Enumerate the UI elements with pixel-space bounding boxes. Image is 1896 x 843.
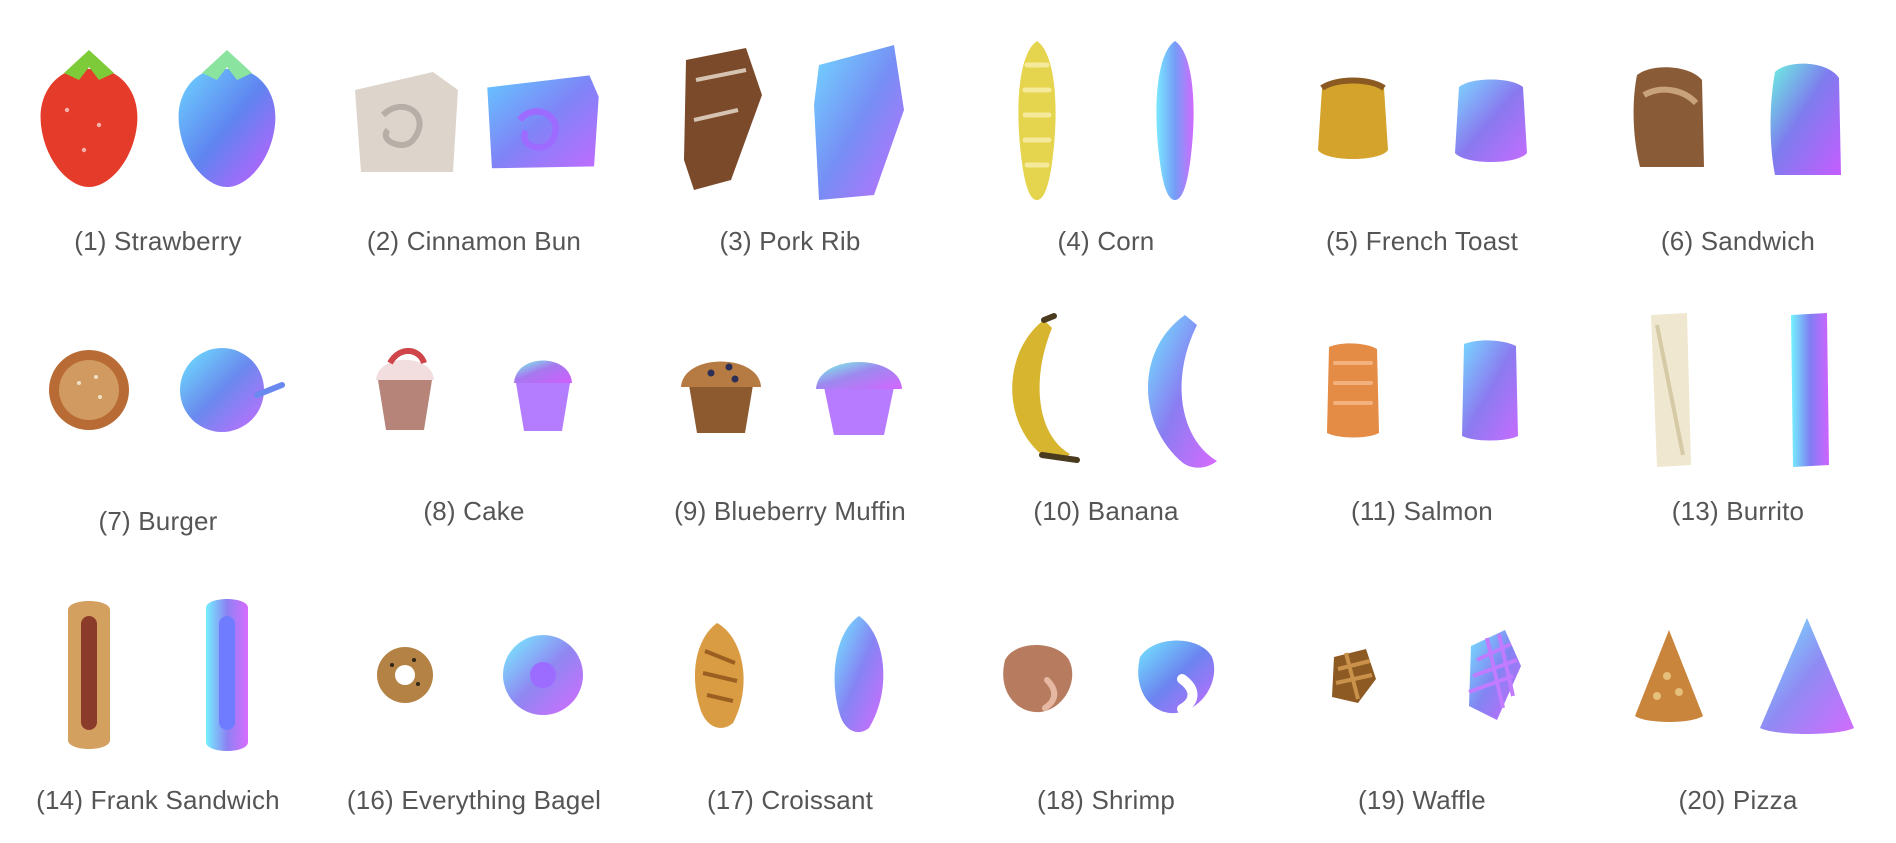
strawberry-photo-icon bbox=[24, 20, 154, 220]
image-pair bbox=[0, 20, 316, 220]
image-pair bbox=[1264, 575, 1580, 775]
food-cell-salmon: (11) Salmon bbox=[1264, 290, 1580, 526]
food-cell-burrito: (13) Burrito bbox=[1580, 290, 1896, 526]
image-pair bbox=[1264, 290, 1580, 490]
burger-photo-icon bbox=[24, 290, 154, 490]
frank-sandwich-photo-icon bbox=[24, 575, 154, 775]
caption: (20) Pizza bbox=[1678, 785, 1798, 815]
frank-sandwich-normal-map-icon bbox=[162, 575, 292, 775]
food-cell-blueberry-muffin: (9) Blueberry Muffin bbox=[632, 290, 948, 526]
food-cell-banana: (10) Banana bbox=[948, 290, 1264, 526]
blueberry-muffin-normal-map-icon bbox=[794, 290, 924, 490]
blueberry-muffin-photo-icon bbox=[656, 290, 786, 490]
food-cell-croissant: (17) Croissant bbox=[632, 575, 948, 815]
image-pair bbox=[948, 575, 1264, 775]
cake-normal-map-icon bbox=[478, 290, 608, 490]
caption: (10) Banana bbox=[1033, 496, 1179, 526]
burrito-photo-icon bbox=[1604, 290, 1734, 490]
image-pair bbox=[316, 575, 632, 775]
cinnamon-bun-normal-map-icon bbox=[478, 20, 608, 220]
everything-bagel-normal-map-icon bbox=[478, 575, 608, 775]
image-pair bbox=[1580, 20, 1896, 220]
croissant-normal-map-icon bbox=[794, 575, 924, 775]
banana-normal-map-icon bbox=[1110, 290, 1240, 490]
food-cell-shrimp: (18) Shrimp bbox=[948, 575, 1264, 815]
waffle-normal-map-icon bbox=[1426, 575, 1556, 775]
food-cell-pizza: (20) Pizza bbox=[1580, 575, 1896, 815]
caption: (13) Burrito bbox=[1671, 496, 1805, 526]
corn-photo-icon bbox=[972, 20, 1102, 220]
caption: (11) Salmon bbox=[1351, 496, 1493, 526]
pizza-normal-map-icon bbox=[1742, 575, 1872, 775]
image-pair bbox=[316, 290, 632, 490]
sandwich-normal-map-icon bbox=[1742, 20, 1872, 220]
burger-normal-map-icon bbox=[162, 290, 292, 490]
sandwich-photo-icon bbox=[1604, 20, 1734, 220]
caption: (3) Pork Rib bbox=[719, 226, 861, 256]
food-cell-waffle: (19) Waffle bbox=[1264, 575, 1580, 815]
pizza-photo-icon bbox=[1604, 575, 1734, 775]
image-pair bbox=[948, 20, 1264, 220]
image-pair bbox=[0, 575, 316, 775]
cinnamon-bun-photo-icon bbox=[340, 20, 470, 220]
caption: (16) Everything Bagel bbox=[346, 785, 602, 815]
strawberry-normal-map-icon bbox=[162, 20, 292, 220]
banana-photo-icon bbox=[972, 290, 1102, 490]
image-pair bbox=[632, 575, 948, 775]
food-cell-french-toast: (5) French Toast bbox=[1264, 20, 1580, 256]
food-cell-strawberry: (1) Strawberry bbox=[0, 20, 316, 256]
image-pair bbox=[1580, 575, 1896, 775]
image-pair bbox=[1580, 290, 1896, 490]
french-toast-normal-map-icon bbox=[1426, 20, 1556, 220]
food-cell-cake: (8) Cake bbox=[316, 290, 632, 526]
shrimp-photo-icon bbox=[972, 575, 1102, 775]
image-pair bbox=[632, 290, 948, 490]
cake-photo-icon bbox=[340, 290, 470, 490]
croissant-photo-icon bbox=[656, 575, 786, 775]
french-toast-photo-icon bbox=[1288, 20, 1418, 220]
caption: (5) French Toast bbox=[1325, 226, 1519, 256]
food-cell-pork-rib: (3) Pork Rib bbox=[632, 20, 948, 256]
caption: (6) Sandwich bbox=[1660, 226, 1816, 256]
food-cell-sandwich: (6) Sandwich bbox=[1580, 20, 1896, 256]
caption: (8) Cake bbox=[423, 496, 525, 526]
salmon-normal-map-icon bbox=[1426, 290, 1556, 490]
image-pair bbox=[1264, 20, 1580, 220]
food-cell-cinnamon-bun: (2) Cinnamon Bun bbox=[316, 20, 632, 256]
caption: (14) Frank Sandwich bbox=[36, 785, 280, 815]
caption: (1) Strawberry bbox=[74, 226, 242, 256]
caption: (9) Blueberry Muffin bbox=[674, 496, 906, 526]
image-pair bbox=[632, 20, 948, 220]
food-cell-corn: (4) Corn bbox=[948, 20, 1264, 256]
salmon-photo-icon bbox=[1288, 290, 1418, 490]
pork-rib-photo-icon bbox=[656, 20, 786, 220]
everything-bagel-photo-icon bbox=[340, 575, 470, 775]
caption: (2) Cinnamon Bun bbox=[366, 226, 582, 256]
food-cell-burger: (7) Burger bbox=[0, 290, 316, 536]
waffle-photo-icon bbox=[1288, 575, 1418, 775]
food-cell-everything-bagel: (16) Everything Bagel bbox=[316, 575, 632, 815]
caption: (4) Corn bbox=[1057, 226, 1155, 256]
image-pair bbox=[316, 20, 632, 220]
caption: (19) Waffle bbox=[1358, 785, 1486, 815]
food-cell-frank-sandwich: (14) Frank Sandwich bbox=[0, 575, 316, 815]
pork-rib-normal-map-icon bbox=[794, 20, 924, 220]
shrimp-normal-map-icon bbox=[1110, 575, 1240, 775]
caption: (7) Burger bbox=[98, 506, 218, 536]
image-pair bbox=[0, 290, 316, 490]
image-pair bbox=[948, 290, 1264, 490]
caption: (18) Shrimp bbox=[1036, 785, 1175, 815]
corn-normal-map-icon bbox=[1110, 20, 1240, 220]
burrito-normal-map-icon bbox=[1742, 290, 1872, 490]
caption: (17) Croissant bbox=[706, 785, 874, 815]
